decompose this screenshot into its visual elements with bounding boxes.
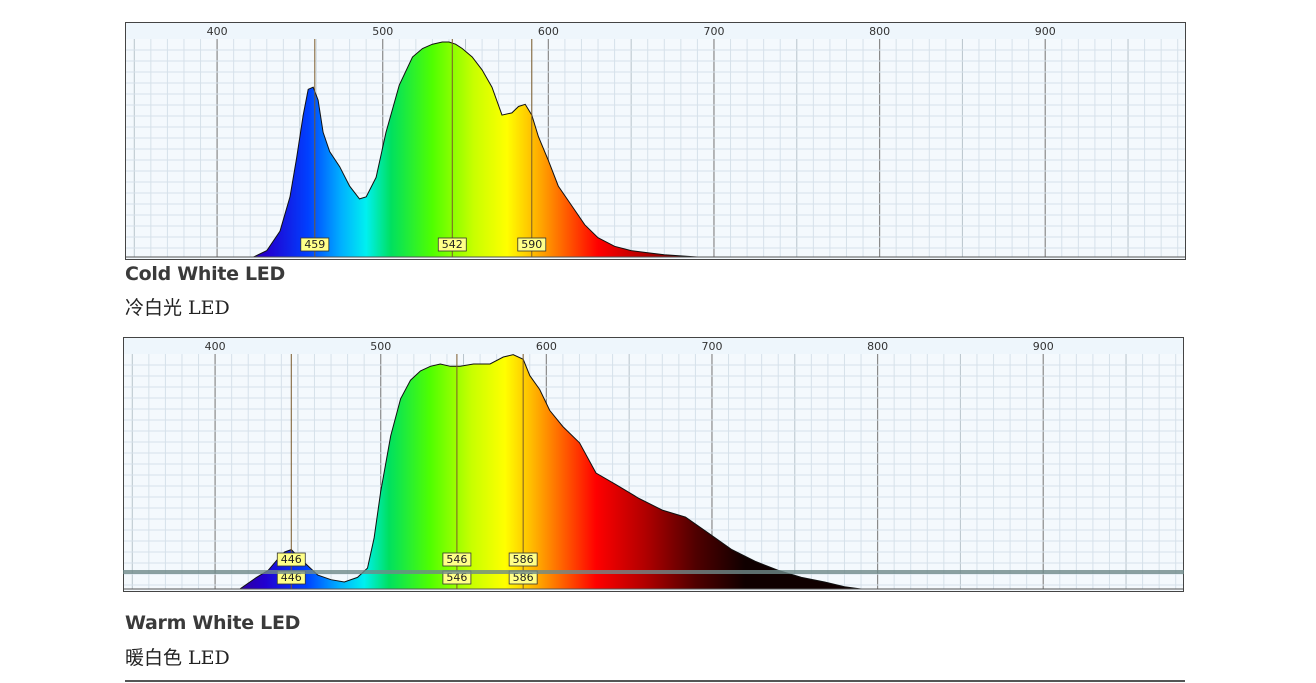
- cold-white-title: Cold White LED: [125, 263, 285, 285]
- peak-label-box: [276, 552, 306, 567]
- peak-label-box: [442, 552, 472, 567]
- peak-label-box: [437, 237, 467, 252]
- x-tick-label: 700: [703, 25, 724, 38]
- peak-label: 446: [281, 553, 302, 566]
- peak-label: 586: [513, 571, 534, 584]
- peak-label: 446: [281, 571, 302, 584]
- spectrum-area: [238, 354, 862, 590]
- x-tick-label: 600: [538, 25, 559, 38]
- peak-label: 590: [521, 238, 542, 251]
- overlay-band: [123, 570, 1184, 574]
- warm-white-spectrum-chart: 400 500 600 700 800 900 446 446 546 546 586 586: [123, 337, 1184, 592]
- peak-label: 546: [446, 571, 467, 584]
- peak-label-box: [508, 552, 538, 567]
- warm-white-title: Warm White LED: [125, 612, 301, 634]
- x-tick-label: 800: [869, 25, 890, 38]
- x-tick-label: 500: [372, 25, 393, 38]
- cold-white-subtitle: 冷白光 LED: [125, 297, 230, 319]
- axis-band: [124, 338, 1183, 354]
- x-tick-label: 700: [701, 340, 722, 353]
- x-tick-label: 600: [536, 340, 557, 353]
- peak-label-box: [517, 237, 547, 252]
- peak-label-box: [300, 237, 330, 252]
- cold-white-spectrum-chart: 400 500 600 700 800 900 459 542 590: [125, 22, 1186, 260]
- x-tick-label: 800: [867, 340, 888, 353]
- peak-label: 542: [442, 238, 463, 251]
- x-tick-label: 500: [370, 340, 391, 353]
- peak-label: 546: [446, 553, 467, 566]
- warm-white-subtitle: 暖白色 LED: [125, 647, 230, 669]
- x-tick-label: 400: [205, 340, 226, 353]
- x-tick-label: 900: [1035, 25, 1056, 38]
- axis-band: [126, 23, 1185, 39]
- peak-label: 459: [304, 238, 325, 251]
- x-tick-label: 900: [1033, 340, 1054, 353]
- peak-label: 586: [513, 553, 534, 566]
- bottom-divider: [125, 680, 1185, 682]
- x-tick-label: 400: [207, 25, 228, 38]
